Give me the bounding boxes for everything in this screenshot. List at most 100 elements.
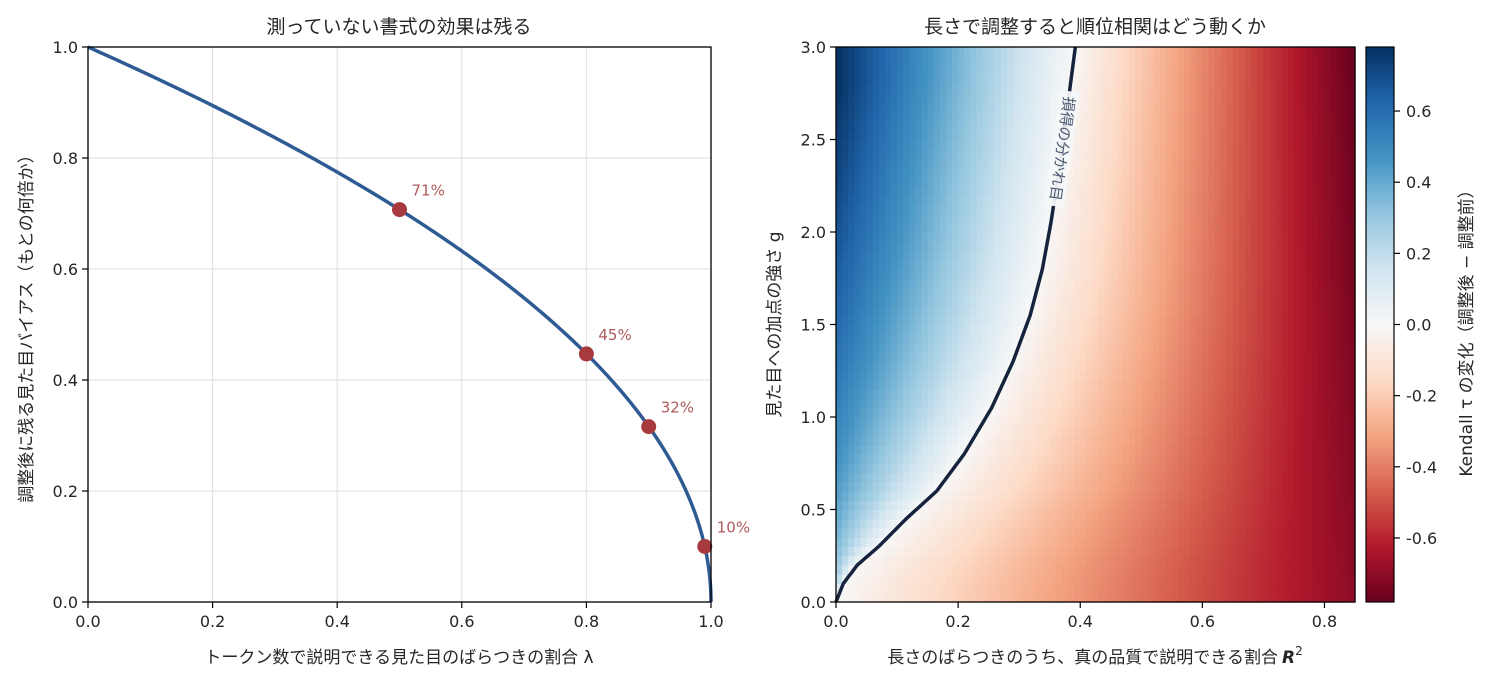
- heatmap-cell: [1105, 214, 1112, 224]
- heatmap-cell: [1166, 352, 1173, 362]
- heatmap-cell: [915, 130, 922, 140]
- heatmap-cell: [909, 251, 916, 261]
- heatmap-cell: [1062, 232, 1069, 242]
- heatmap-cell: [1178, 454, 1185, 464]
- heatmap-cell: [1196, 251, 1203, 261]
- heatmap-cell: [921, 140, 928, 150]
- heatmap-cell: [1141, 352, 1148, 362]
- heatmap-cell: [1068, 362, 1075, 372]
- heatmap-cell: [867, 334, 874, 344]
- heatmap-cell: [1141, 278, 1148, 288]
- heatmap-cell: [976, 93, 983, 103]
- heatmap-cell: [1331, 399, 1338, 409]
- heatmap-cell: [928, 121, 935, 131]
- heatmap-cell: [952, 195, 959, 205]
- heatmap-cell: [1031, 445, 1038, 455]
- heatmap-cell: [867, 130, 874, 140]
- heatmap-cell: [836, 500, 843, 510]
- heatmap-cell: [1172, 140, 1179, 150]
- heatmap-cell: [1160, 306, 1167, 316]
- heatmap-cell: [946, 389, 953, 399]
- heatmap-cell: [1031, 260, 1038, 270]
- heatmap-cell: [848, 121, 855, 131]
- heatmap-cell: [934, 325, 941, 335]
- heatmap-cell: [1074, 473, 1081, 483]
- heatmap-cell: [1074, 204, 1081, 214]
- heatmap-cell: [958, 130, 965, 140]
- heatmap-cell: [1086, 204, 1093, 214]
- heatmap-cell: [934, 186, 941, 196]
- heatmap-cell: [1172, 288, 1179, 298]
- heatmap-cell: [1263, 93, 1270, 103]
- heatmap-cell: [989, 482, 996, 492]
- heatmap-cell: [1312, 445, 1319, 455]
- heatmap-cell: [995, 140, 1002, 150]
- heatmap-cell: [1337, 519, 1344, 529]
- heatmap-cell: [1147, 315, 1154, 325]
- heatmap-cell: [1111, 214, 1118, 224]
- heatmap-cell: [976, 445, 983, 455]
- heatmap-cell: [1056, 463, 1063, 473]
- heatmap-cell: [1050, 380, 1057, 390]
- heatmap-cell: [970, 130, 977, 140]
- heatmap-cell: [1117, 399, 1124, 409]
- heatmap-cell: [1086, 426, 1093, 436]
- heatmap-cell: [1092, 510, 1099, 520]
- heatmap-cell: [860, 445, 867, 455]
- heatmap-cell: [1013, 510, 1020, 520]
- heatmap-cell: [1086, 537, 1093, 547]
- heatmap-cell: [1154, 482, 1161, 492]
- heatmap-cell: [867, 528, 874, 538]
- heatmap-cell: [995, 103, 1002, 113]
- heatmap-cell: [1056, 445, 1063, 455]
- heatmap-cell: [1300, 445, 1307, 455]
- heatmap-cell: [1007, 473, 1014, 483]
- heatmap-cell: [1257, 195, 1264, 205]
- heatmap-cell: [934, 454, 941, 464]
- heatmap-cell: [1050, 556, 1057, 566]
- heatmap-cell: [989, 510, 996, 520]
- heatmap-cell: [1086, 399, 1093, 409]
- heatmap-cell: [897, 556, 904, 566]
- heatmap-cell: [1074, 436, 1081, 446]
- heatmap-cell: [903, 537, 910, 547]
- heatmap-cell: [1312, 574, 1319, 584]
- heatmap-cell: [1196, 288, 1203, 298]
- heatmap-cell: [1086, 251, 1093, 261]
- heatmap-cell: [952, 177, 959, 187]
- heatmap-cell: [1202, 426, 1209, 436]
- heatmap-cell: [1270, 519, 1277, 529]
- heatmap-cell: [1037, 454, 1044, 464]
- heatmap-cell: [1019, 214, 1026, 224]
- heatmap-cell: [1178, 75, 1185, 85]
- heatmap-cell: [903, 362, 910, 372]
- heatmap-cell: [976, 214, 983, 224]
- heatmap-cell: [1013, 389, 1020, 399]
- heatmap-cell: [1282, 158, 1289, 168]
- heatmap-cell: [903, 306, 910, 316]
- heatmap-cell: [909, 223, 916, 233]
- heatmap-cell: [909, 232, 916, 242]
- heatmap-cell: [1080, 149, 1087, 159]
- heatmap-cell: [1300, 130, 1307, 140]
- heatmap-cell: [1141, 306, 1148, 316]
- heatmap-cell: [1123, 436, 1130, 446]
- heatmap-cell: [836, 510, 843, 520]
- heatmap-cell: [952, 334, 959, 344]
- heatmap-cell: [1129, 315, 1136, 325]
- heatmap-cell: [879, 547, 886, 557]
- heatmap-cell: [1190, 140, 1197, 150]
- heatmap-cell: [1337, 251, 1344, 261]
- heatmap-cell: [952, 482, 959, 492]
- heatmap-cell: [842, 537, 849, 547]
- heatmap-cell: [1166, 584, 1173, 594]
- heatmap-cell: [909, 537, 916, 547]
- heatmap-cell: [976, 260, 983, 270]
- heatmap-cell: [1166, 417, 1173, 427]
- heatmap-cell: [915, 260, 922, 270]
- heatmap-cell: [1135, 232, 1142, 242]
- heatmap-cell: [1025, 214, 1032, 224]
- heatmap-cell: [934, 121, 941, 131]
- heatmap-cell: [1184, 93, 1191, 103]
- heatmap-cell: [1080, 241, 1087, 251]
